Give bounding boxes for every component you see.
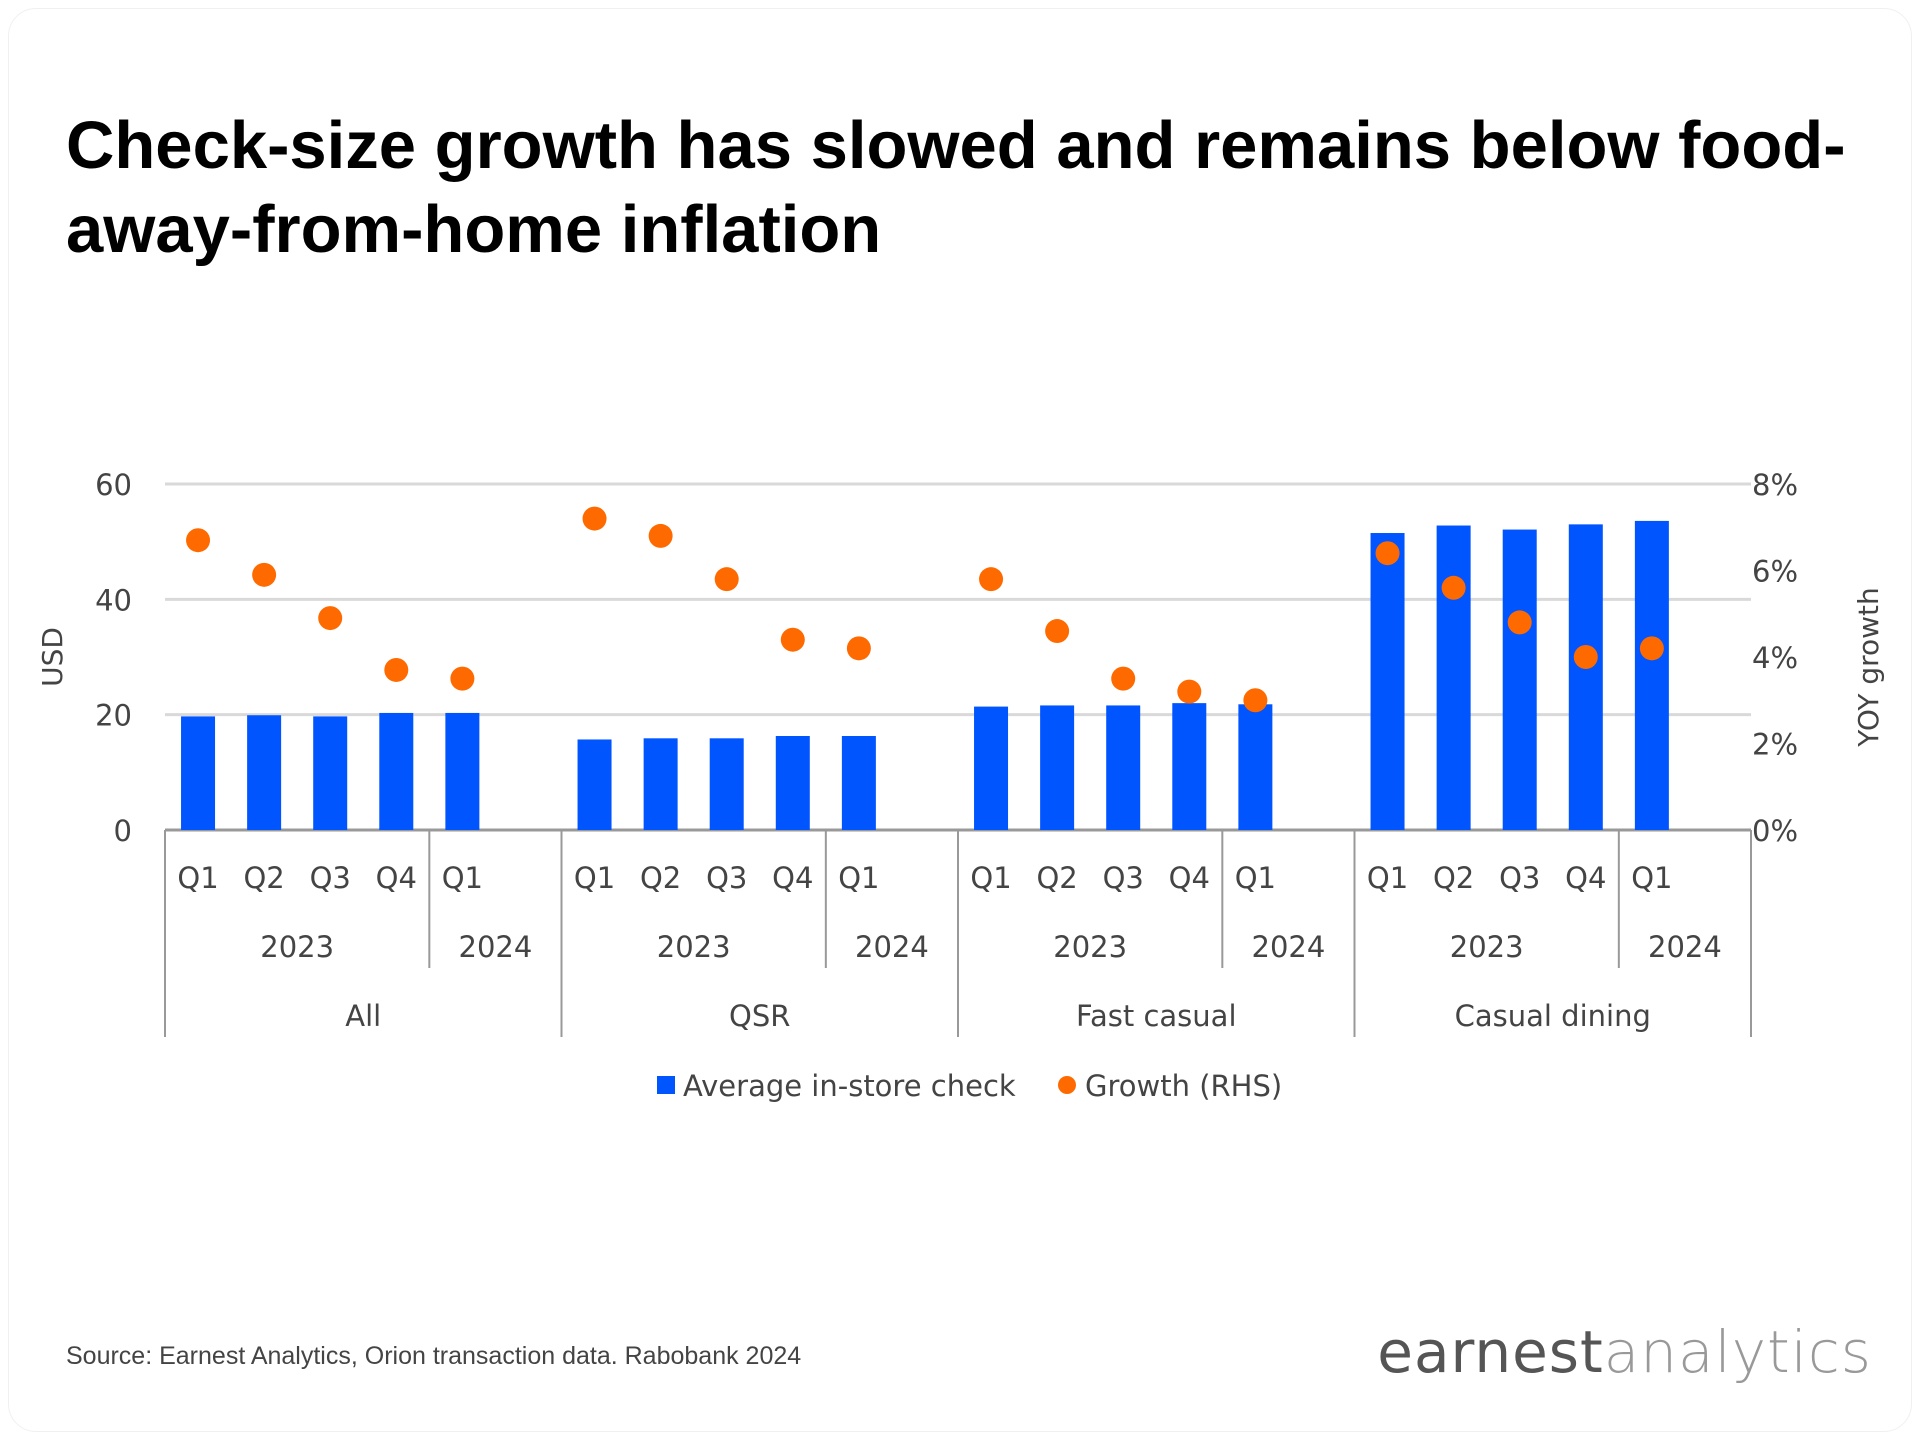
year-label: 2023 — [1450, 930, 1524, 964]
year-label: 2023 — [657, 930, 731, 964]
growth-dot — [582, 506, 607, 531]
bar — [1106, 705, 1141, 830]
quarter-label: Q3 — [706, 861, 747, 895]
growth-dot — [979, 567, 1004, 592]
legend-bar-label: Average in-store check — [683, 1069, 1016, 1103]
y2-tick-label: 8% — [1752, 468, 1798, 502]
year-label: 2023 — [260, 930, 334, 964]
quarter-label: Q1 — [574, 861, 615, 895]
bar — [1568, 524, 1603, 830]
legend-dot-label: Growth (RHS) — [1085, 1069, 1282, 1103]
y2-tick-label: 6% — [1752, 555, 1798, 589]
quarter-label: Q1 — [970, 861, 1011, 895]
bar — [577, 739, 612, 830]
legend-bar-swatch — [657, 1076, 675, 1094]
bar — [709, 738, 744, 830]
y-axis-title: USD — [36, 627, 69, 687]
growth-dot — [1243, 688, 1268, 713]
year-label: 2024 — [459, 930, 533, 964]
growth-dot — [780, 627, 805, 652]
growth-dot — [318, 606, 343, 631]
bar — [1040, 705, 1075, 830]
quarter-label: Q2 — [640, 861, 681, 895]
card-frame — [8, 8, 1912, 1432]
y-tick-label: 60 — [95, 468, 132, 502]
growth-dot — [846, 636, 871, 661]
y-tick-label: 0 — [114, 814, 132, 848]
quarter-label: Q1 — [1367, 861, 1408, 895]
y2-tick-label: 4% — [1752, 641, 1798, 675]
growth-dot — [1441, 575, 1466, 600]
quarter-label: Q4 — [772, 861, 813, 895]
group-label: QSR — [729, 999, 790, 1033]
y-tick-label: 20 — [95, 699, 132, 733]
source-note: Source: Earnest Analytics, Orion transac… — [66, 1342, 802, 1370]
year-label: 2024 — [855, 930, 929, 964]
quarter-label: Q4 — [1169, 861, 1210, 895]
growth-dot — [1375, 541, 1400, 566]
quarter-label: Q1 — [838, 861, 879, 895]
growth-dot — [1639, 636, 1664, 661]
logo-part2: analytics — [1603, 1318, 1872, 1386]
bar — [1370, 533, 1405, 830]
bar — [445, 712, 480, 830]
growth-dot — [714, 567, 739, 592]
growth-dot — [1507, 610, 1532, 635]
quarter-label: Q2 — [1433, 861, 1474, 895]
growth-dot — [1573, 645, 1598, 669]
bar — [379, 712, 414, 830]
quarter-label: Q2 — [1036, 861, 1077, 895]
bar — [841, 736, 876, 830]
chart-title: Check-size growth has slowed and remains… — [66, 108, 1846, 267]
quarter-label: Q4 — [1565, 861, 1606, 895]
quarter-label: Q1 — [1631, 861, 1672, 895]
quarter-label: Q3 — [310, 861, 351, 895]
y2-axis-title: YOY growth — [1852, 587, 1885, 748]
growth-dot — [186, 528, 211, 553]
earnest-analytics-logo: earnestanalytics — [1377, 1318, 1872, 1386]
y-tick-label: 40 — [95, 583, 132, 617]
quarter-label: Q2 — [243, 861, 284, 895]
bar — [247, 715, 282, 830]
group-label: All — [345, 999, 381, 1033]
group-label: Fast casual — [1076, 999, 1237, 1033]
bar — [1436, 525, 1471, 830]
growth-dot — [384, 657, 409, 682]
growth-dot — [1177, 679, 1202, 704]
growth-dot — [648, 523, 673, 548]
quarter-label: Q3 — [1499, 861, 1540, 895]
logo-part1: earnest — [1377, 1318, 1604, 1386]
year-label: 2023 — [1053, 930, 1127, 964]
quarter-label: Q1 — [177, 861, 218, 895]
bar — [181, 716, 216, 830]
y2-tick-label: 2% — [1752, 728, 1798, 762]
growth-dot — [1111, 666, 1136, 691]
bar — [643, 738, 678, 830]
quarter-label: Q3 — [1103, 861, 1144, 895]
growth-dot — [252, 562, 277, 587]
bar — [1634, 520, 1669, 830]
quarter-label: Q1 — [442, 861, 483, 895]
year-label: 2024 — [1648, 930, 1722, 964]
year-label: 2024 — [1252, 930, 1326, 964]
bar — [1238, 704, 1273, 830]
growth-dot — [1045, 619, 1070, 644]
legend-dot-swatch — [1058, 1076, 1076, 1094]
quarter-label: Q1 — [1235, 861, 1276, 895]
growth-dot — [450, 666, 475, 691]
bar — [775, 736, 810, 830]
y2-tick-label: 0% — [1752, 814, 1798, 848]
quarter-label: Q4 — [376, 861, 417, 895]
bar — [1502, 529, 1537, 830]
bar — [974, 706, 1009, 830]
bar — [313, 716, 348, 830]
bar — [1172, 703, 1207, 830]
group-label: Casual dining — [1455, 999, 1651, 1033]
